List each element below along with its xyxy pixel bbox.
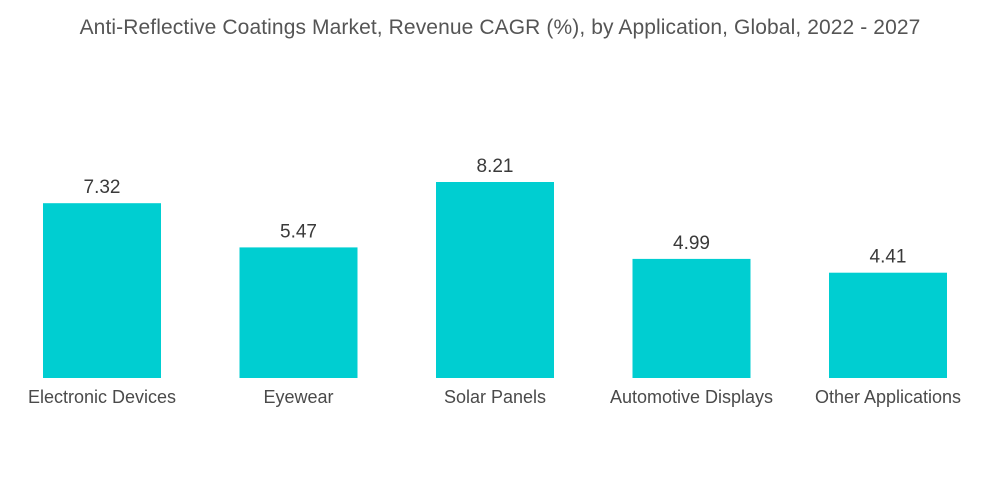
value-labels-layer: 7.32 5.47 8.21 4.99 4.41 [84,156,907,268]
x-tick-label-automotive-displays: Automotive Displays [610,387,773,407]
bar-other-applications [829,272,947,378]
bar-solar-panels [436,182,554,378]
x-tick-label-electronic-devices: Electronic Devices [28,387,176,407]
chart-title: Anti-Reflective Coatings Market, Revenue… [79,16,921,39]
x-tick-label-solar-panels: Solar Panels [444,387,546,407]
value-label-other-applications: 4.41 [870,247,907,268]
value-label-automotive-displays: 4.99 [673,233,710,254]
bar-electronic-devices [43,203,161,378]
tick-labels-layer: Electronic Devices Eyewear Solar Panels Aut… [28,387,961,407]
value-label-electronic-devices: 7.32 [84,177,121,198]
x-tick-label-eyewear: Eyewear [263,387,333,407]
value-label-solar-panels: 8.21 [477,156,514,177]
value-label-eyewear: 5.47 [280,221,317,242]
bar-automotive-displays [632,258,751,378]
bars-layer [43,182,947,378]
bar-eyewear [239,247,358,378]
x-tick-label-other-applications: Other Applications [815,387,961,407]
